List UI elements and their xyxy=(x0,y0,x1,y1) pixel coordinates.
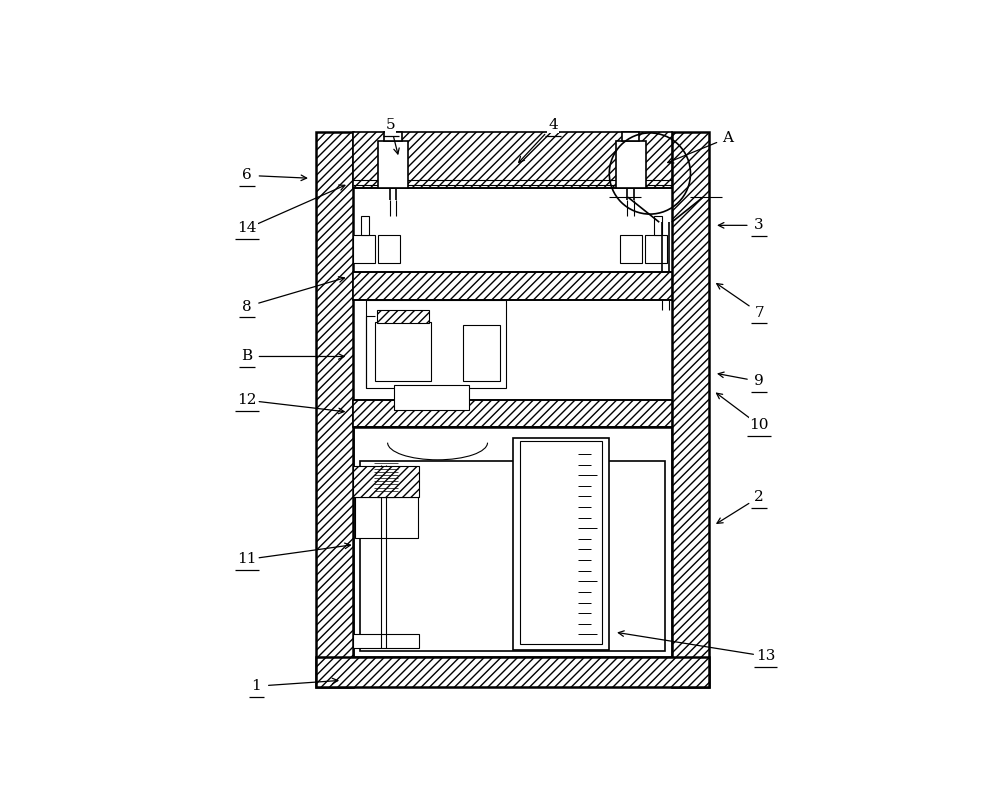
Bar xyxy=(512,438,609,650)
Bar xyxy=(377,310,429,324)
Bar xyxy=(375,322,431,381)
Text: 6: 6 xyxy=(242,169,252,182)
Bar xyxy=(353,634,419,648)
Text: 12: 12 xyxy=(237,393,257,407)
Bar xyxy=(654,216,662,234)
Text: 13: 13 xyxy=(756,650,775,663)
Text: 1: 1 xyxy=(252,679,261,693)
Text: 11: 11 xyxy=(237,552,257,566)
Bar xyxy=(353,272,672,300)
Bar xyxy=(622,132,639,141)
Bar xyxy=(384,132,402,141)
Bar xyxy=(355,497,418,538)
Bar xyxy=(353,234,375,263)
Bar xyxy=(672,131,709,688)
Bar xyxy=(316,131,353,688)
Bar xyxy=(378,234,400,263)
Text: B: B xyxy=(242,350,253,363)
Text: 8: 8 xyxy=(242,299,252,314)
Bar xyxy=(353,131,672,658)
Bar xyxy=(463,325,500,381)
Bar xyxy=(377,467,394,497)
Bar xyxy=(366,300,506,388)
Bar xyxy=(360,461,665,651)
Text: 5: 5 xyxy=(386,118,396,132)
Bar xyxy=(620,234,642,263)
Text: 14: 14 xyxy=(237,221,257,235)
Bar xyxy=(378,141,408,188)
Bar xyxy=(353,427,672,658)
Bar xyxy=(353,131,672,188)
Text: 4: 4 xyxy=(548,118,558,132)
Bar xyxy=(316,658,709,688)
Text: A: A xyxy=(722,131,733,145)
Bar xyxy=(361,216,369,234)
Text: 9: 9 xyxy=(754,375,764,388)
Text: 2: 2 xyxy=(754,490,764,504)
Bar xyxy=(645,234,667,263)
Text: 10: 10 xyxy=(749,418,769,432)
Bar xyxy=(353,466,419,497)
Text: 3: 3 xyxy=(754,218,764,232)
Bar xyxy=(616,141,646,188)
Bar xyxy=(520,441,602,644)
Bar xyxy=(394,384,469,410)
Text: 7: 7 xyxy=(754,306,764,320)
Bar xyxy=(353,400,672,427)
